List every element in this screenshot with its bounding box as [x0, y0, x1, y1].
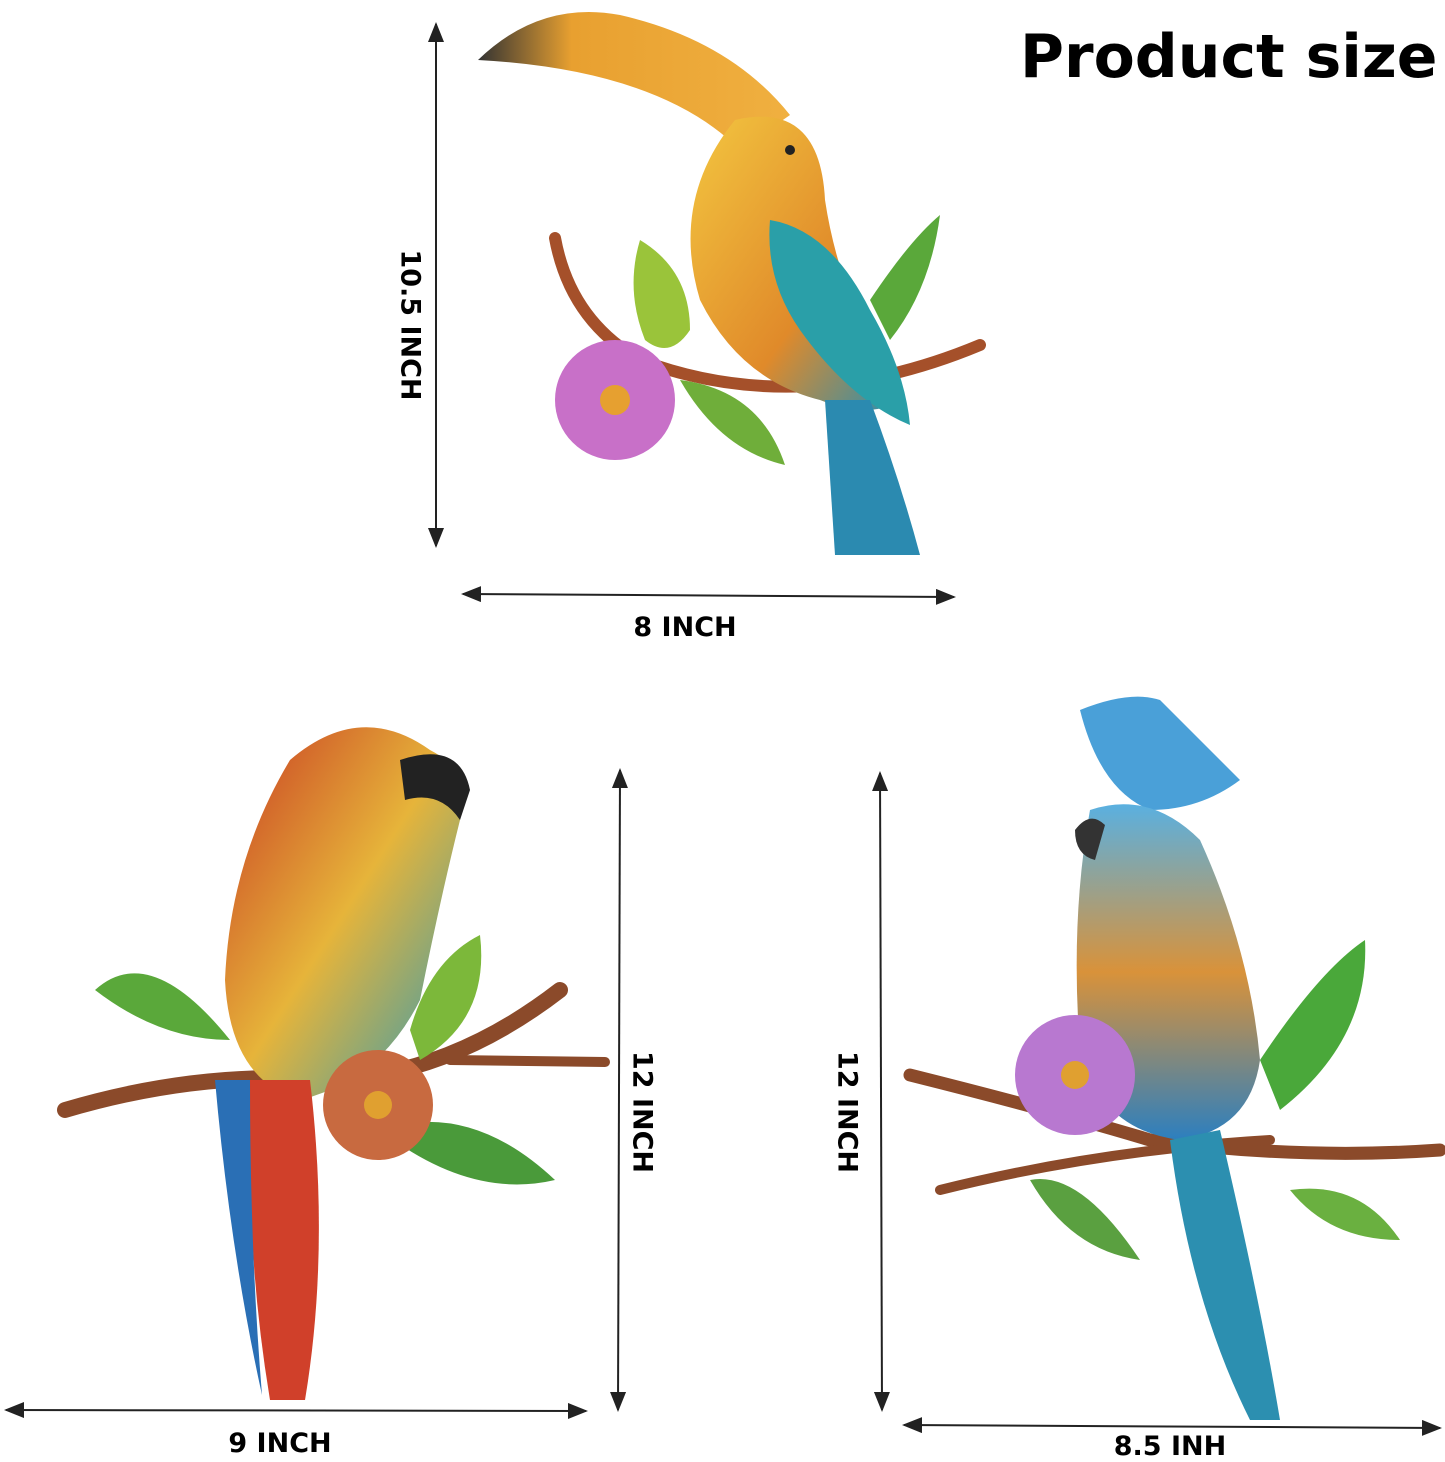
- flower: [555, 340, 675, 460]
- cockatoo-height-arrow: [872, 771, 890, 1412]
- cockatoo-width-arrow: [902, 1417, 1442, 1436]
- macaw-width-arrow: [4, 1402, 588, 1419]
- macaw-height-arrow: [610, 768, 628, 1412]
- toucan-width-label: 8 INCH: [633, 612, 737, 643]
- cockatoo-height-label: 12 INCH: [831, 1050, 863, 1174]
- toucan-width-arrow: [461, 586, 956, 605]
- toucan-height-label: 10.5 INCH: [394, 249, 426, 401]
- macaw-figure: [57, 727, 610, 1400]
- page-title: Product size: [1020, 22, 1438, 92]
- macaw-height-label: 12 INCH: [626, 1050, 658, 1174]
- cockatoo-width-label: 8.5 INH: [1113, 1431, 1227, 1462]
- macaw-width-label: 9 INCH: [228, 1428, 332, 1459]
- cockatoo-figure: [903, 696, 1445, 1420]
- toucan-figure: [478, 12, 986, 555]
